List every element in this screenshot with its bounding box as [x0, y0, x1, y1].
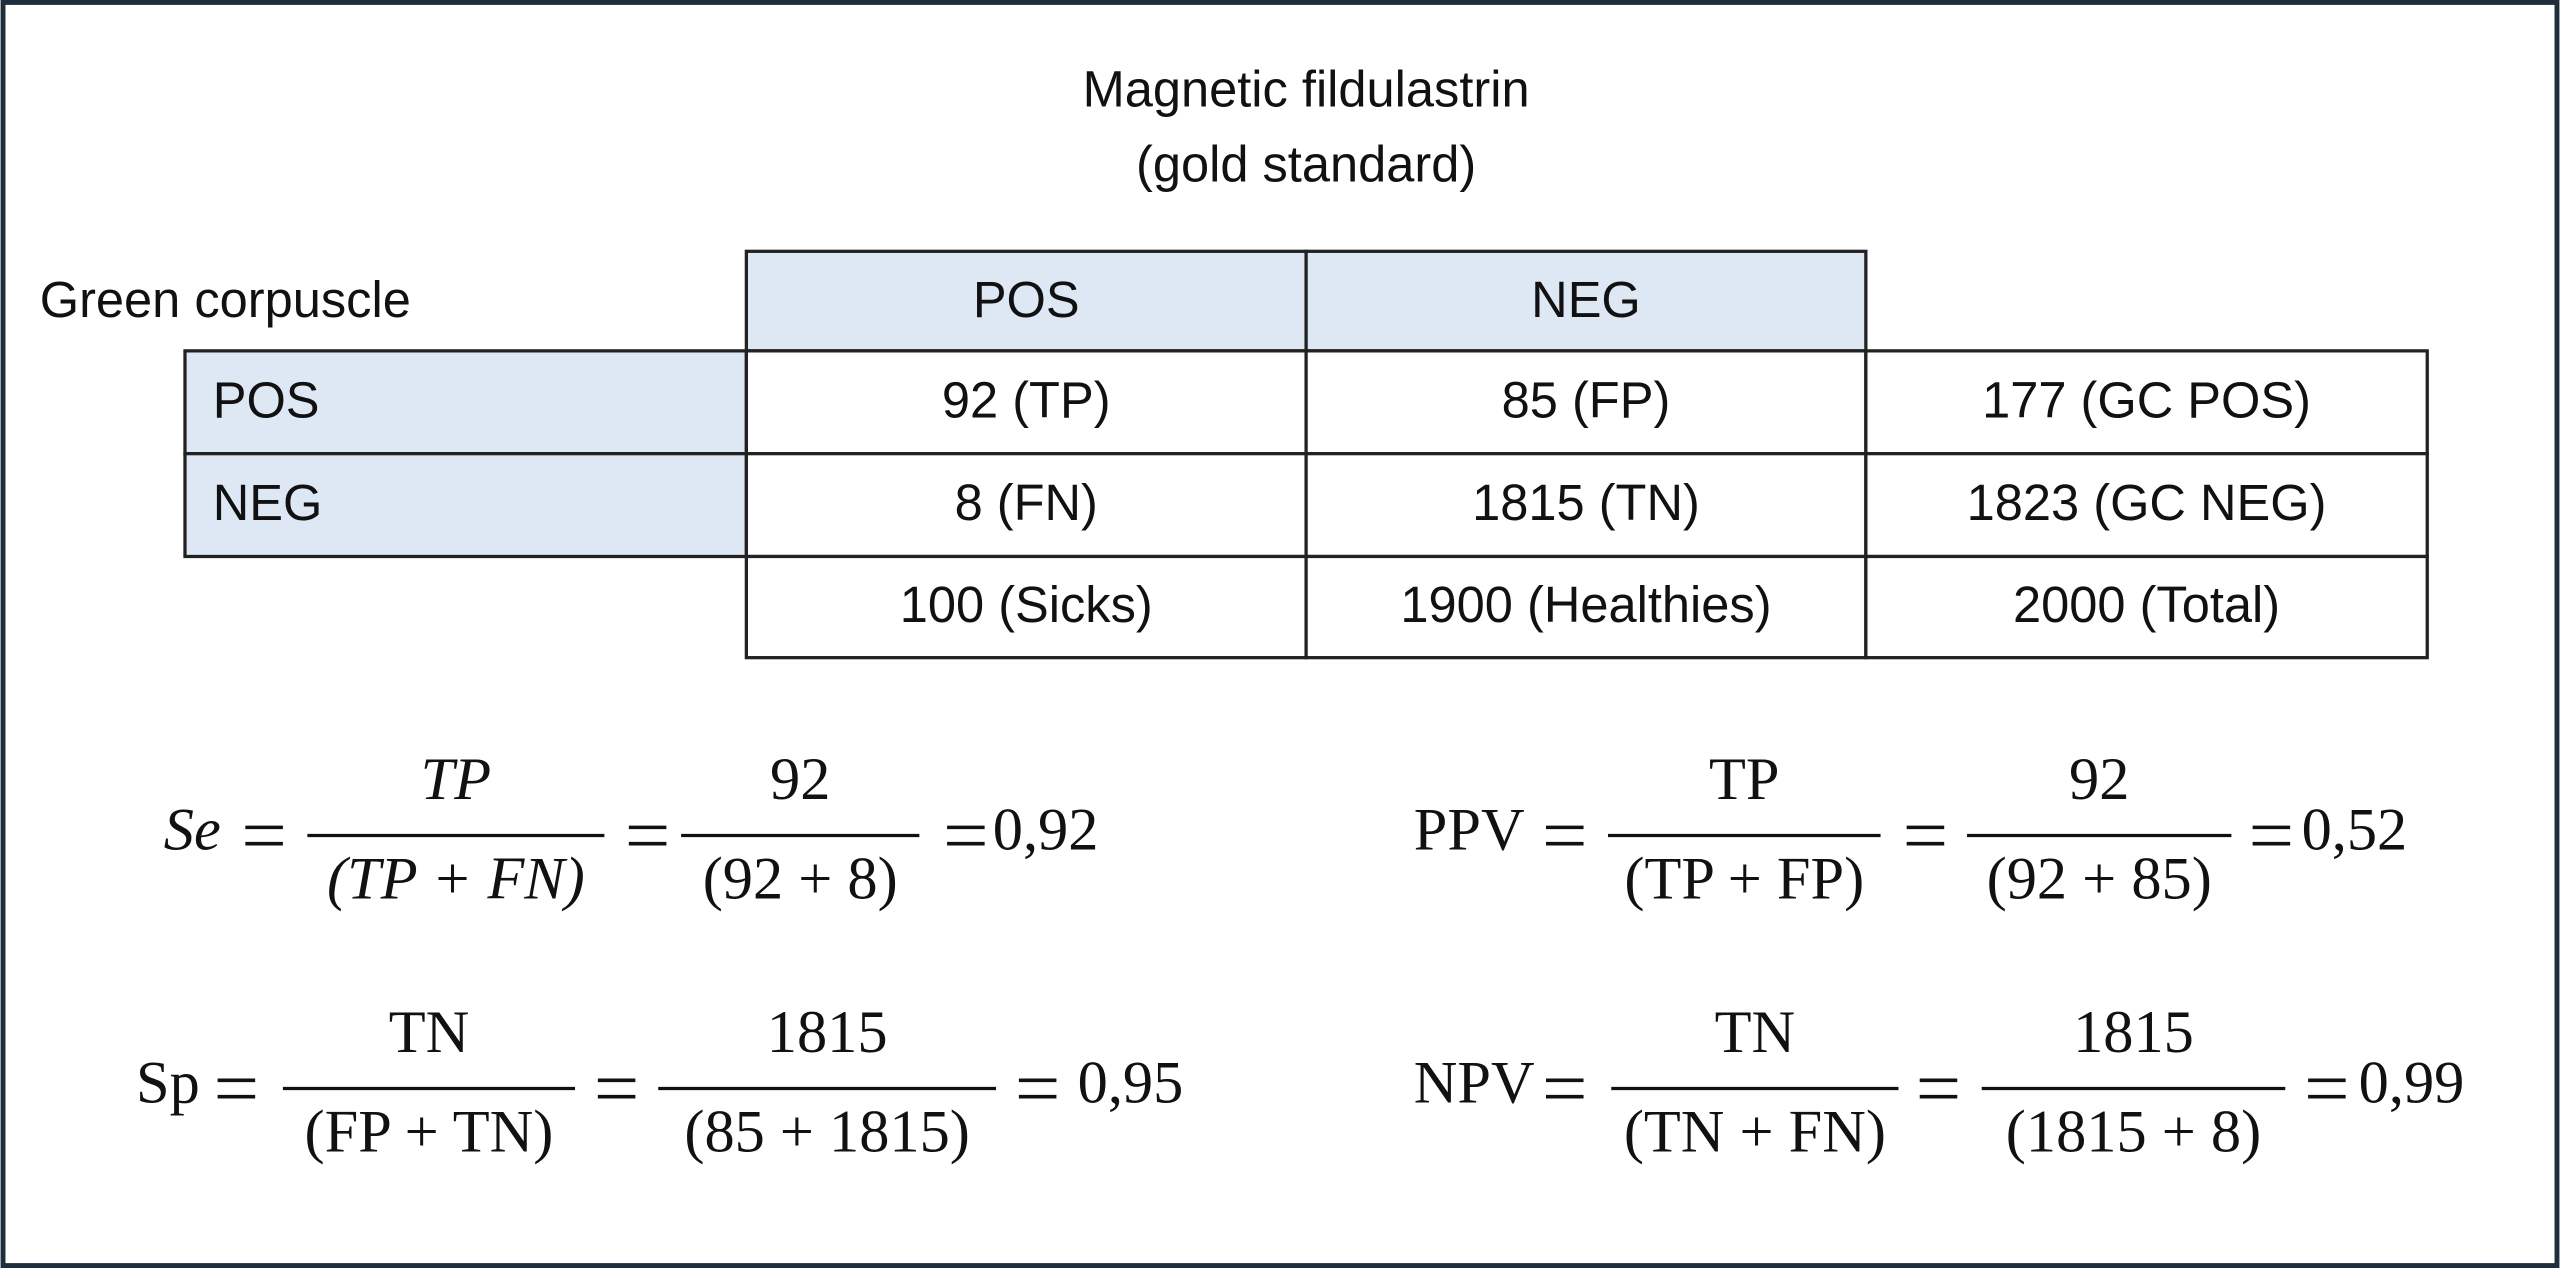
formula-result: 0,52	[2302, 796, 2408, 863]
denominator: (92 + 85)	[1987, 845, 2212, 912]
numerator: 1815	[2073, 999, 2194, 1066]
denominator: (TP + FN)	[327, 845, 585, 912]
column-header: NEG	[1531, 271, 1641, 328]
total-text: 100 (Sicks)	[900, 576, 1153, 633]
denominator: (85 + 1815)	[684, 1098, 970, 1165]
cell-text: 1815 (TN)	[1472, 474, 1700, 531]
total-cell	[744, 554, 1308, 660]
formula-result: 0,92	[993, 796, 1099, 863]
numerator: TN	[1715, 999, 1795, 1066]
formula-result: 0,99	[2359, 1049, 2465, 1116]
numerator: TP	[421, 746, 491, 813]
row-header-cell	[183, 452, 748, 559]
formula-name: Sp	[136, 1049, 200, 1116]
cell-text: 177 (GC POS)	[1982, 371, 2311, 428]
row-group-label: Green corpuscle	[40, 271, 411, 328]
numerator: TN	[389, 999, 469, 1066]
formula-name: NPV	[1414, 1049, 1535, 1116]
table-cell	[1864, 452, 2429, 559]
denominator: (1815 + 8)	[2006, 1098, 2261, 1165]
cell-text: 1823 (GC NEG)	[1967, 474, 2327, 531]
row-header: POS	[213, 371, 320, 428]
formula-result: 0,95	[1078, 1049, 1184, 1116]
title: Magnetic fildulastrin	[1083, 60, 1530, 117]
total-cell	[1304, 554, 1868, 660]
denominator: (TN + FN)	[1624, 1098, 1886, 1165]
formula-name: PPV	[1414, 796, 1525, 863]
table-cell	[1304, 452, 1868, 559]
header-cell	[1304, 249, 1868, 353]
table-cell	[1304, 349, 1868, 456]
row-header: NEG	[213, 474, 323, 531]
subtitle: (gold standard)	[1136, 135, 1476, 192]
cell-text: 92 (TP)	[942, 371, 1111, 428]
denominator: (92 + 8)	[703, 845, 898, 912]
denominator: (FP + TN)	[305, 1098, 554, 1165]
total-cell	[1864, 554, 2429, 660]
numerator: 1815	[767, 999, 888, 1066]
formula-name: Se	[164, 796, 221, 863]
denominator: (TP + FP)	[1624, 845, 1864, 912]
header-cell	[744, 249, 1308, 353]
numerator: 92	[770, 746, 830, 813]
numerator: 92	[2069, 746, 2129, 813]
cell-text: 85 (FP)	[1502, 371, 1671, 428]
cell-text: 8 (FN)	[955, 474, 1098, 531]
column-header: POS	[973, 271, 1080, 328]
numerator: TP	[1709, 746, 1779, 813]
total-text: 1900 (Healthies)	[1400, 576, 1771, 633]
total-text: 2000 (Total)	[2013, 576, 2280, 633]
